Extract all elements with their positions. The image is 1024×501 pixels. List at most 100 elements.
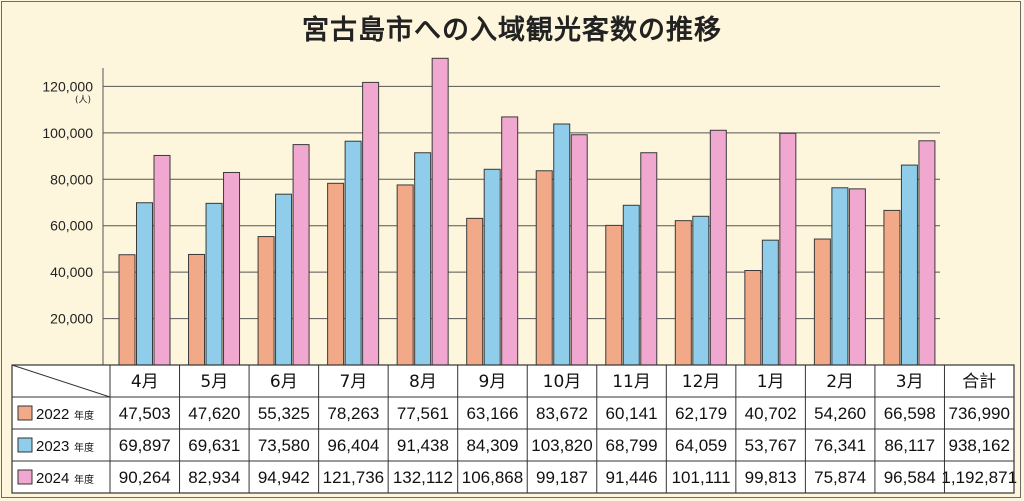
y-tick-label: 60,000 (50, 218, 93, 234)
bar (674, 220, 692, 366)
bar (292, 144, 310, 366)
bar (622, 204, 640, 366)
data-label: 76,341 (814, 436, 866, 455)
legend-year: 2024 (36, 470, 69, 487)
data-label: 73,580 (258, 436, 310, 455)
table-header-month: 7月 (339, 372, 367, 392)
data-label: 99,813 (745, 468, 797, 487)
bar (257, 236, 275, 366)
data-label: 94,942 (258, 468, 310, 487)
bar (501, 116, 519, 366)
data-label: 66,598 (884, 404, 936, 423)
data-label: 75,874 (814, 468, 866, 487)
table-header-month: 9月 (479, 372, 507, 392)
data-label: 68,799 (606, 436, 658, 455)
bar (848, 188, 866, 366)
table-header-month: 3月 (896, 372, 924, 392)
bar (396, 184, 414, 366)
data-label: 69,897 (119, 436, 171, 455)
data-label: 99,187 (536, 468, 588, 487)
total-value: 1,192,871 (941, 468, 1017, 487)
data-label: 69,631 (188, 436, 240, 455)
data-label: 121,736 (323, 468, 384, 487)
table-header-month: 4月 (131, 372, 159, 392)
data-label: 83,672 (536, 404, 588, 423)
bar (779, 132, 797, 366)
bar (553, 123, 571, 366)
y-tick-label: 80,000 (50, 171, 93, 187)
data-label: 47,620 (188, 404, 240, 423)
total-value: 938,162 (949, 436, 1010, 455)
bar (535, 170, 553, 366)
table-header-month: 6月 (270, 372, 298, 392)
bar (431, 57, 449, 366)
data-label: 84,309 (466, 436, 518, 455)
bar (883, 209, 901, 366)
data-label: 63,166 (466, 404, 518, 423)
total-value: 736,990 (949, 404, 1010, 423)
y-axis-unit: (人) (75, 94, 91, 105)
data-label: 64,059 (675, 436, 727, 455)
bar (831, 187, 849, 366)
data-label: 55,325 (258, 404, 310, 423)
table-header-month: 10月 (543, 372, 582, 392)
y-tick-label: 120,000 (42, 78, 93, 94)
data-label: 101,111 (672, 468, 731, 487)
data-label: 82,934 (188, 468, 240, 487)
bar (709, 129, 727, 366)
data-label: 78,263 (327, 404, 379, 423)
data-label: 96,404 (327, 436, 379, 455)
legend-year: 2023 (36, 438, 69, 455)
data-label: 96,584 (884, 468, 936, 487)
bar (900, 164, 918, 366)
bar (118, 254, 136, 366)
legend-year: 2022 (36, 406, 69, 423)
bar (414, 152, 432, 366)
bar (640, 152, 658, 366)
table-header-total: 合計 (962, 372, 996, 392)
data-label: 62,179 (675, 404, 727, 423)
bar (918, 140, 936, 366)
bar (223, 171, 241, 366)
data-label: 86,117 (884, 436, 935, 455)
legend-swatch (17, 437, 33, 453)
legend-year-suffix: 年度 (74, 473, 94, 486)
bar (692, 215, 710, 366)
chart-title: 宮古島市への入域観光客数の推移 (302, 15, 722, 46)
data-label: 132,112 (393, 468, 453, 487)
bar (362, 81, 380, 366)
y-tick-label: 20,000 (50, 311, 93, 327)
table-header-month: 5月 (200, 372, 228, 392)
bar (344, 140, 362, 366)
table-header-month: 11月 (612, 372, 651, 392)
bar (605, 224, 623, 366)
table-corner-diagonal (11, 364, 111, 398)
data-label: 90,264 (119, 468, 171, 487)
bar (136, 202, 153, 366)
legend-swatch (17, 469, 33, 485)
table-header-month: 1月 (757, 372, 785, 392)
bar (153, 154, 171, 366)
bar (570, 134, 588, 366)
data-label: 91,446 (606, 468, 658, 487)
legend-year-suffix: 年度 (74, 409, 94, 422)
legend-year-suffix: 年度 (74, 441, 94, 454)
bar (761, 239, 779, 366)
data-label: 103,820 (531, 436, 592, 455)
bar (205, 202, 223, 366)
bar (275, 193, 293, 366)
bar (466, 217, 484, 366)
data-label: 106,868 (462, 468, 523, 487)
table-header-month: 12月 (682, 372, 721, 392)
data-label: 40,702 (745, 404, 797, 423)
table-header-month: 8月 (409, 372, 437, 392)
bar (327, 182, 345, 366)
data-label: 91,438 (397, 436, 449, 455)
data-label: 47,503 (119, 404, 171, 423)
y-tick-label: 40,000 (50, 264, 93, 280)
data-label: 60,141 (606, 404, 658, 423)
legend-swatch (17, 405, 33, 421)
data-label: 54,260 (814, 404, 866, 423)
bar (483, 168, 501, 366)
